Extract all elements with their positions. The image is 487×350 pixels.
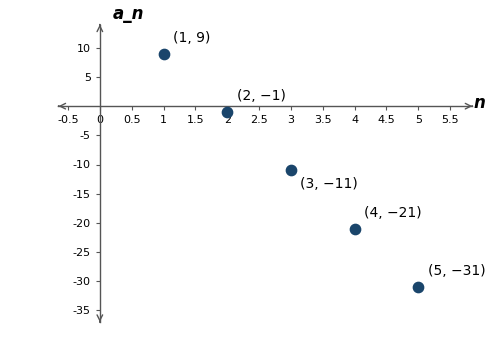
Text: (3, −11): (3, −11): [300, 177, 358, 191]
Text: a_n: a_n: [112, 5, 144, 23]
Text: (5, −31): (5, −31): [428, 264, 486, 278]
Point: [414, 284, 422, 290]
Point: [160, 51, 168, 56]
Point: [287, 168, 295, 173]
Text: (1, 9): (1, 9): [173, 31, 210, 45]
Point: [224, 109, 231, 115]
Text: (2, −1): (2, −1): [237, 89, 286, 103]
Text: n: n: [474, 94, 486, 112]
Point: [351, 226, 358, 231]
Text: (4, −21): (4, −21): [364, 206, 422, 220]
